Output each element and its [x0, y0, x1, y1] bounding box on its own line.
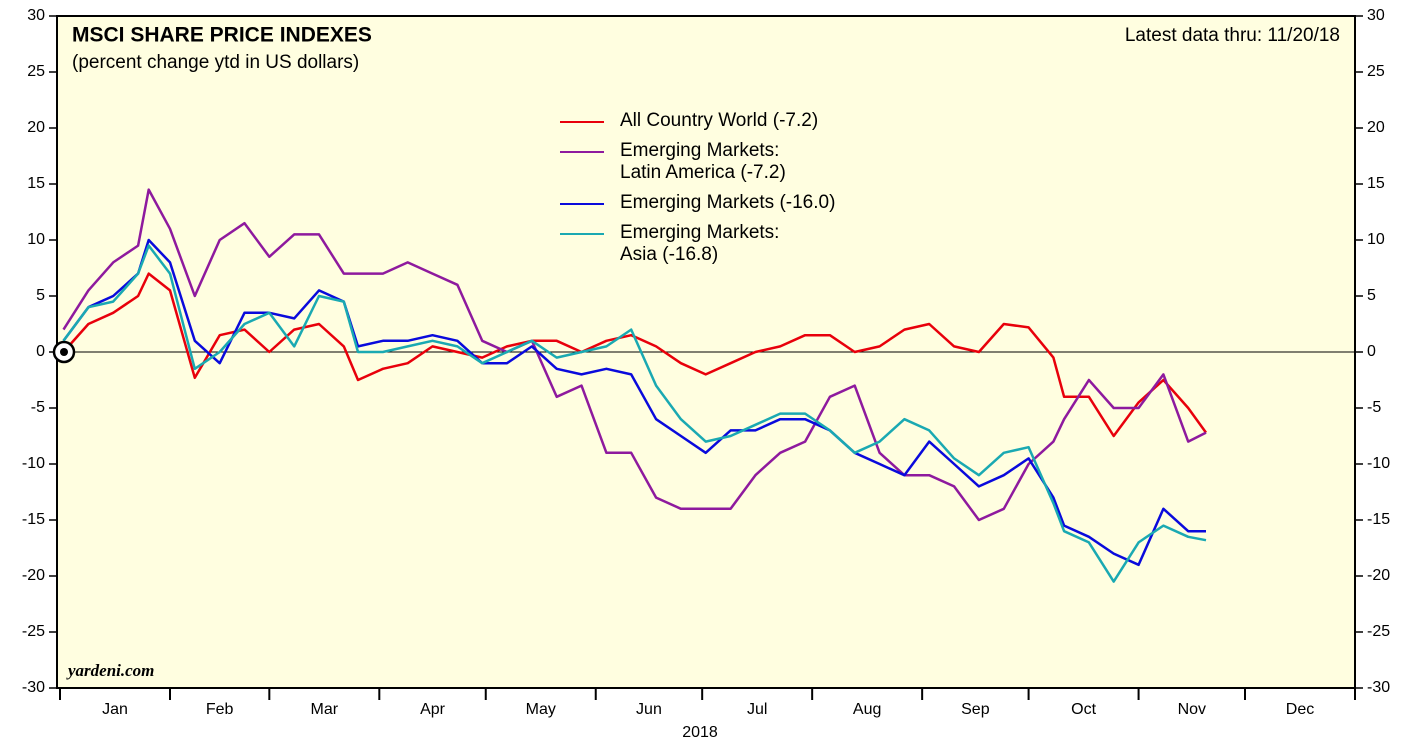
legend-label: Emerging Markets: Asia (-16.8) — [620, 222, 780, 265]
y-tick-label-right: 10 — [1367, 231, 1385, 248]
y-tick-label: 5 — [36, 287, 45, 304]
y-tick-label-right: 15 — [1367, 175, 1385, 192]
y-tick-label: 15 — [27, 175, 45, 192]
legend-label: Emerging Markets (-16.0) — [620, 192, 836, 213]
legend-item: All Country World (-7.2) — [560, 110, 835, 132]
y-tick-label-right: 30 — [1367, 7, 1385, 24]
y-tick-label-right: 25 — [1367, 63, 1385, 80]
y-tick-label: -10 — [22, 455, 45, 472]
legend-item: Emerging Markets: Latin America (-7.2) — [560, 140, 835, 184]
legend-swatch — [560, 151, 604, 153]
chart-title: MSCI SHARE PRICE INDEXES — [72, 24, 372, 47]
annotation: Latest data thru: 11/20/18 — [1125, 25, 1340, 46]
y-tick-label-right: -25 — [1367, 623, 1390, 640]
y-tick-label: -25 — [22, 623, 45, 640]
source: yardeni.com — [66, 661, 154, 680]
y-tick-label: 20 — [27, 119, 45, 136]
x-tick-label: Jun — [636, 701, 662, 718]
legend-swatch — [560, 233, 604, 235]
series-line — [62, 238, 1206, 567]
legend: All Country World (-7.2) Emerging Markets… — [560, 110, 835, 274]
y-tick-label-right: -15 — [1367, 511, 1390, 528]
legend-swatch — [560, 203, 604, 205]
series-line — [62, 188, 1207, 522]
y-tick-label-right: 5 — [1367, 287, 1376, 304]
y-tick-label: -20 — [22, 567, 45, 584]
x-tick-label: Oct — [1071, 701, 1096, 718]
y-tick-label-right: -5 — [1367, 399, 1381, 416]
y-tick-label-right: -30 — [1367, 679, 1390, 696]
x-tick-label: Apr — [420, 701, 446, 718]
x-tick-label: Nov — [1178, 701, 1206, 718]
series-line — [62, 244, 1207, 583]
legend-item: Emerging Markets: Asia (-16.8) — [560, 222, 835, 266]
x-tick-label: Aug — [853, 701, 881, 718]
y-tick-label-right: -10 — [1367, 455, 1390, 472]
x-tick-label: Jul — [747, 701, 767, 718]
y-tick-label: 25 — [27, 63, 45, 80]
y-tick-label: -15 — [22, 511, 45, 528]
origin-marker-dot — [60, 348, 68, 356]
series-line — [62, 272, 1208, 438]
y-tick-label-right: 20 — [1367, 119, 1385, 136]
y-tick-label-right: -20 — [1367, 567, 1390, 584]
x-tick-label: Mar — [311, 701, 339, 718]
x-tick-label: Dec — [1286, 701, 1314, 718]
legend-item: Emerging Markets (-16.0) — [560, 192, 835, 214]
axes: -30 -30 -25 -25 -20 -20 -15 -15 -10 -10 -5 -5 0 0 5 5 10… — [22, 7, 1390, 718]
legend-label: All Country World (-7.2) — [620, 110, 819, 131]
y-tick-label-right: 0 — [1367, 343, 1376, 360]
chart-subtitle: (percent change ytd in US dollars) — [72, 52, 359, 73]
x-tick-label: Feb — [206, 701, 234, 718]
x-axis-label: 2018 — [682, 724, 718, 741]
y-tick-label: 0 — [36, 343, 45, 360]
x-tick-label: Jan — [102, 701, 128, 718]
y-tick-label: -30 — [22, 679, 45, 696]
legend-label: Emerging Markets: Latin America (-7.2) — [620, 140, 786, 183]
x-tick-label: Sep — [961, 701, 990, 718]
y-tick-label: 30 — [27, 7, 45, 24]
lines — [62, 188, 1208, 583]
x-tick-label: May — [526, 701, 556, 718]
y-tick-label: 10 — [27, 231, 45, 248]
legend-swatch — [560, 121, 604, 123]
y-tick-label: -5 — [31, 399, 45, 416]
